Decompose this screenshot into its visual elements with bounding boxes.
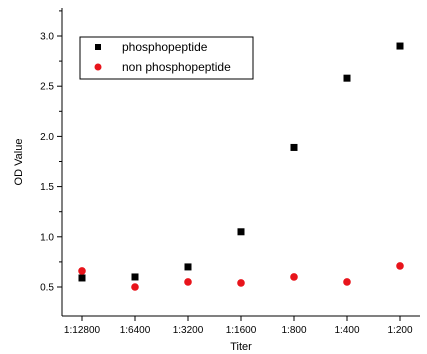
x-tick-label: 1:200 [387,325,412,336]
y-tick-label: 3.0 [40,32,54,43]
data-point-non-phosphopeptide [131,283,139,291]
y-tick-label: 2.5 [40,82,54,93]
data-point-phosphopeptide [132,273,139,280]
y-tick-label: 0.5 [40,283,54,294]
y-tick-label: 2.0 [40,132,54,143]
data-point-non-phosphopeptide [184,278,192,286]
x-tick-label: 1:400 [334,325,359,336]
data-point-phosphopeptide [79,274,86,281]
x-tick-label: 1:6400 [120,325,151,336]
x-ticks: 1:12800 1:6400 1:3200 1:1600 1:800 1:400 1:200 [64,316,413,336]
y-axis-title: OD Value [13,139,25,186]
data-point-non-phosphopeptide [396,262,404,270]
legend: phosphopeptide non phosphopeptide [80,37,253,79]
x-axis-title: Titer [230,341,252,353]
data-point-phosphopeptide [185,263,192,270]
y-tick-label: 1.0 [40,232,54,243]
data-point-non-phosphopeptide [343,278,351,286]
y-tick-label: 1.5 [40,182,54,193]
legend-marker-non-phosphopeptide [95,64,102,71]
data-point-non-phosphopeptide [237,279,245,287]
y-ticks: 0.5 1.0 1.5 2.0 2.5 3.0 [40,11,62,294]
legend-label-non-phosphopeptide: non phosphopeptide [122,60,231,74]
x-tick-label: 1:1600 [226,325,257,336]
data-point-non-phosphopeptide [78,267,86,275]
x-tick-label: 1:800 [281,325,306,336]
data-point-phosphopeptide [238,228,245,235]
x-tick-label: 1:12800 [64,325,101,336]
data-point-non-phosphopeptide [290,273,298,281]
data-point-phosphopeptide [397,43,404,50]
x-tick-label: 1:3200 [173,325,204,336]
data-point-phosphopeptide [344,75,351,82]
legend-marker-phosphopeptide [95,44,101,50]
data-markers [78,43,404,291]
data-point-phosphopeptide [291,144,298,151]
legend-label-phosphopeptide: phosphopeptide [122,40,208,54]
